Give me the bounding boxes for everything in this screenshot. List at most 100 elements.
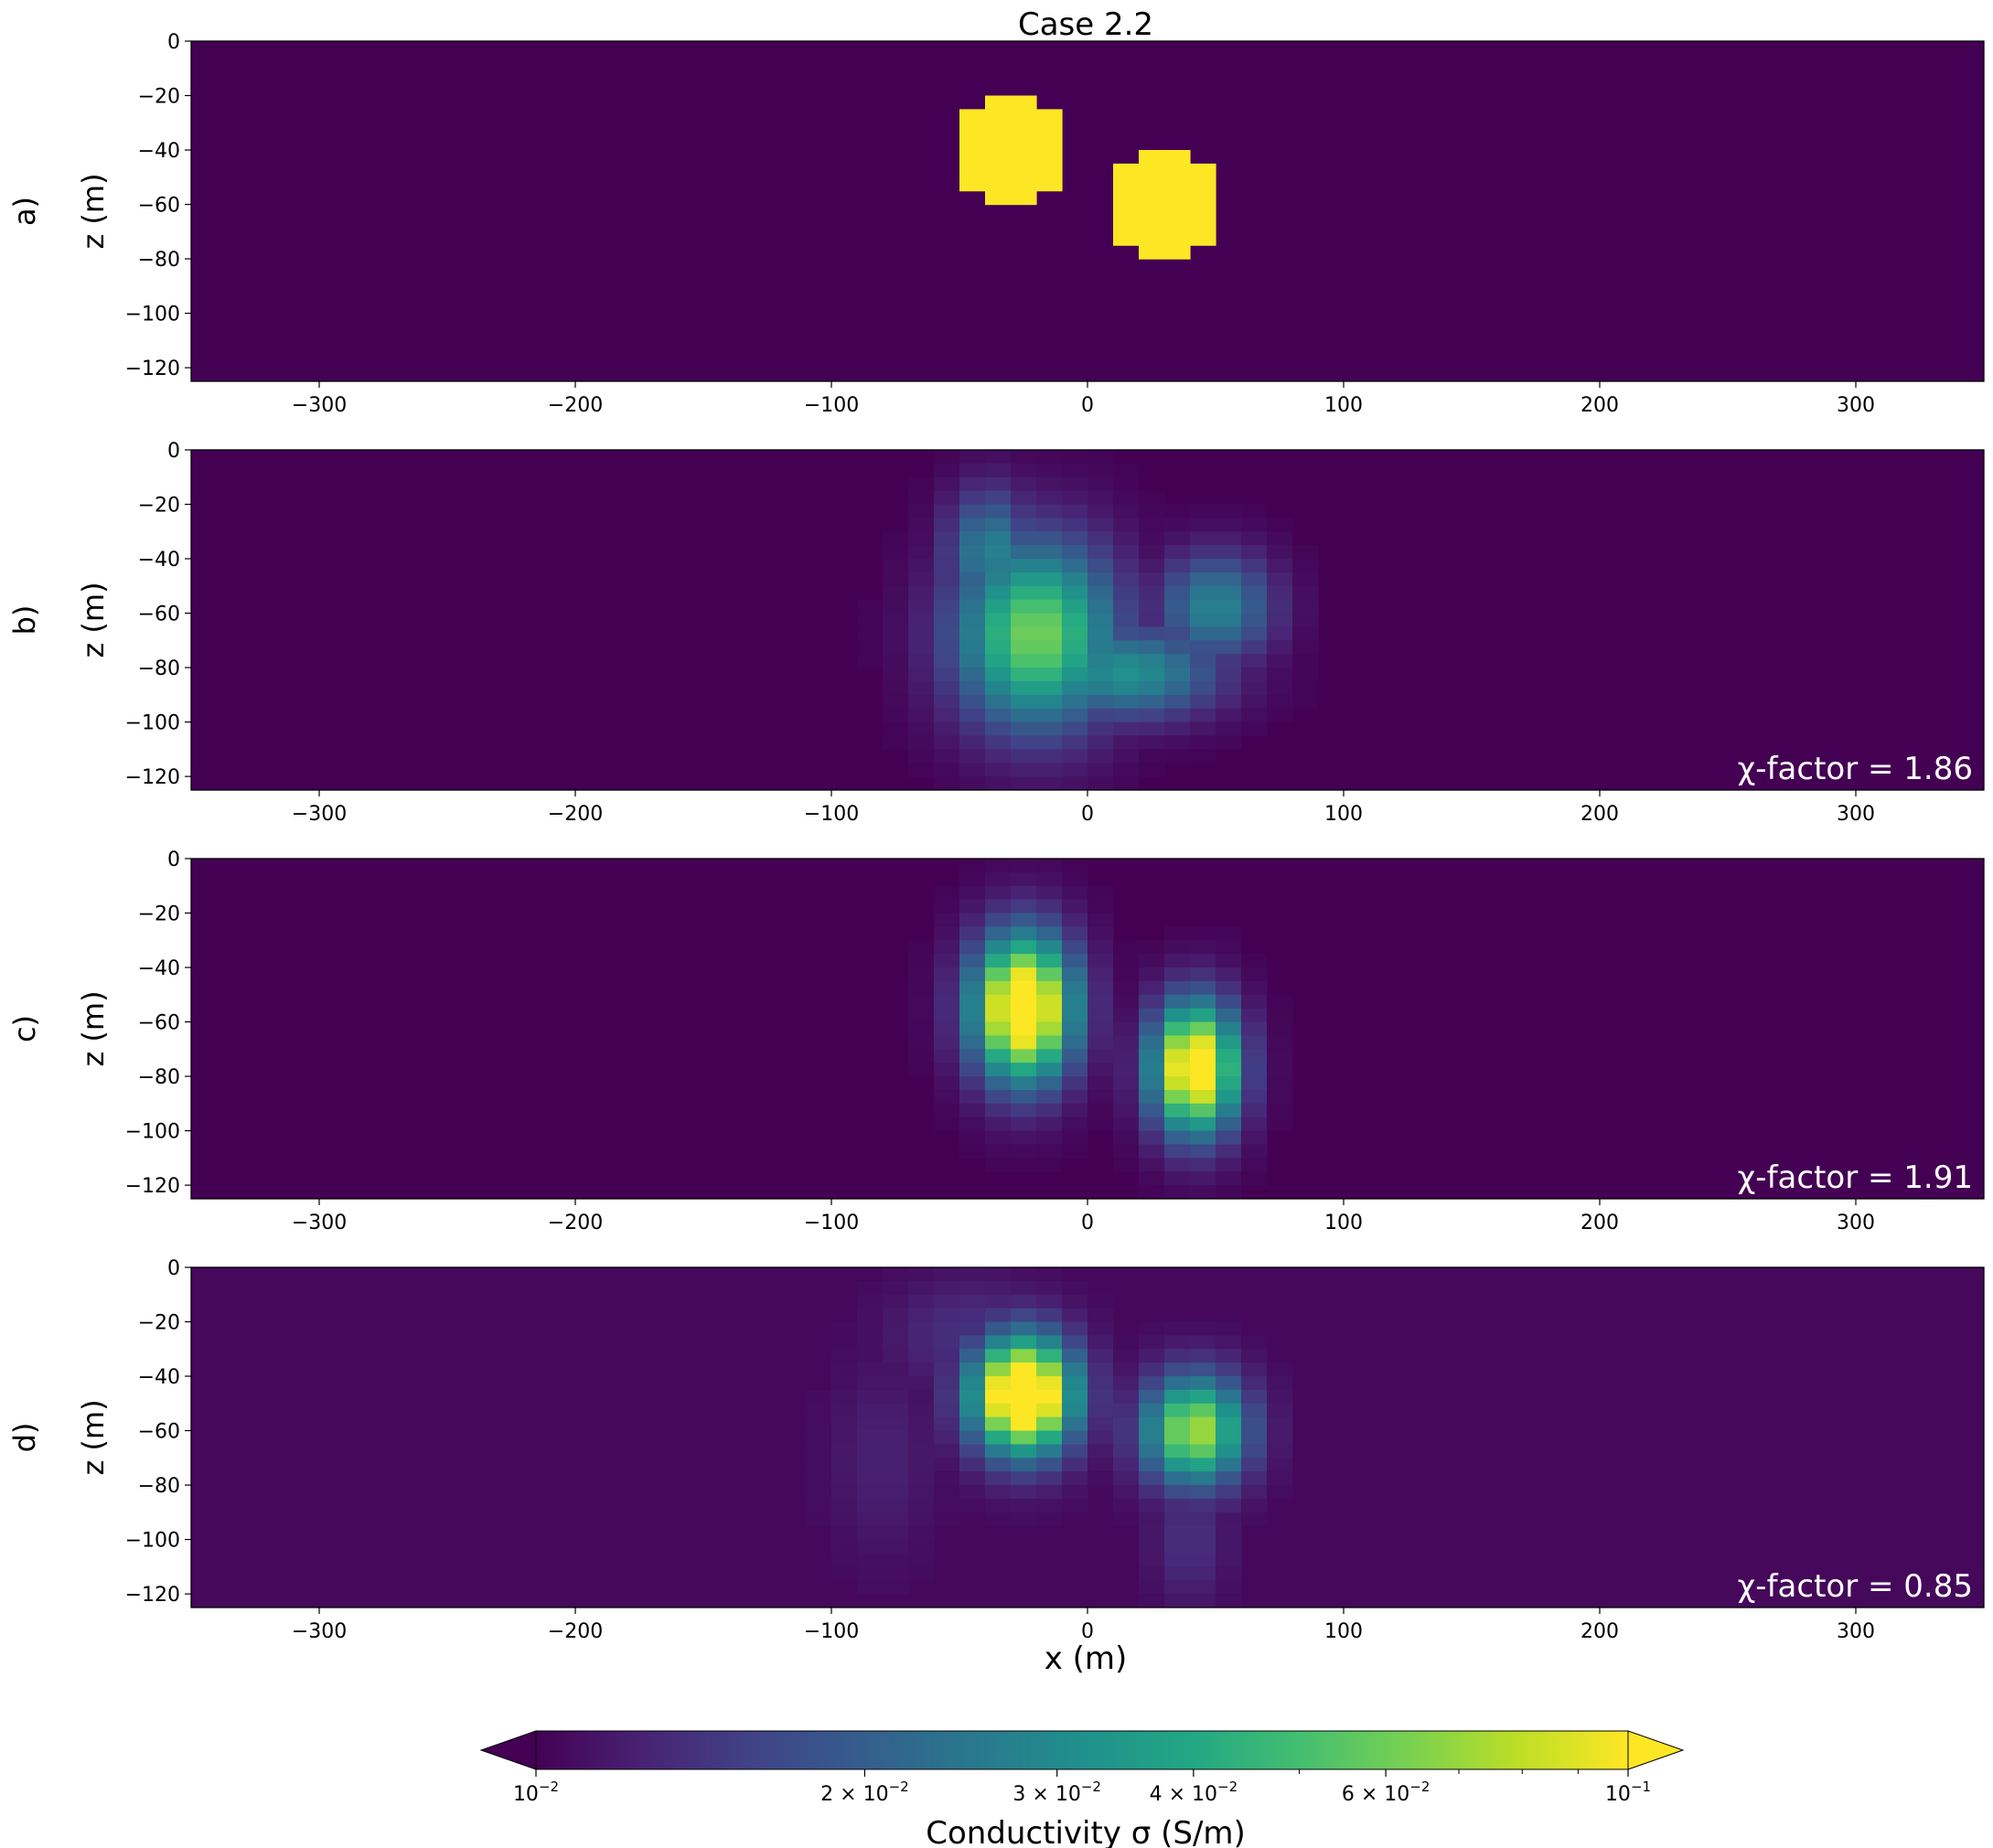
heatmap-cell [1267,1035,1293,1050]
heatmap-cell [1216,626,1242,641]
heatmap [191,41,1984,381]
heatmap-cell [1216,640,1242,655]
heatmap-cell [934,1335,960,1350]
heatmap-cell [1062,1389,1088,1405]
heatmap-cell [1267,1089,1293,1105]
heatmap-cell [1190,1049,1216,1063]
heatmap-cell [985,463,1012,478]
colorbar-extend-low [479,1730,537,1770]
heatmap-cell [1139,1444,1165,1458]
heatmap-cell [1164,1035,1191,1050]
heatmap-cell [1241,1403,1268,1418]
heatmap-cell [908,1403,935,1418]
heatmap-cell [1088,1321,1114,1336]
x-tick-label: −300 [292,1620,347,1643]
colorbar-label: Conductivity σ (S/m) [926,1815,1246,1848]
heatmap-cell [1139,1416,1165,1432]
heatmap-cell [959,109,986,123]
heatmap-cell [908,1008,935,1023]
y-tick-label: −20 [138,86,180,109]
heatmap-cell [985,1430,1012,1446]
heatmap-cell [959,1471,986,1486]
heatmap-cell [1164,1008,1191,1023]
heatmap-cell [1036,694,1063,710]
heatmap-cell [1113,176,1140,192]
heatmap-cell [1113,980,1140,996]
heatmap-cell [959,450,986,465]
heatmap-cell [1267,1103,1293,1118]
panel-b: −300 −200 −100 0 100 200 300 0 −20 −40 −60 −80 −100 −… [7,440,1985,826]
heatmap-cell [1113,1512,1140,1527]
heatmap-cell [1190,1185,1216,1199]
heatmap-cell [908,1389,935,1405]
heatmap-cell [1241,545,1268,560]
x-tick-label: 300 [1837,1620,1875,1643]
heatmap-cell [1011,1267,1037,1282]
heatmap-cell [1267,680,1293,696]
heatmap-cell [934,585,960,601]
heatmap-cell [934,1485,960,1500]
heatmap-cell [1062,1035,1088,1050]
heatmap-cell [934,1458,960,1472]
heatmap-cell [1062,1103,1088,1118]
heatmap-cell [1062,626,1088,641]
heatmap-cell [883,1553,909,1567]
heatmap-cell [959,763,986,777]
heatmap-cell [806,1458,832,1472]
heatmap-cell [1088,1008,1114,1023]
heatmap-cell [1036,571,1063,587]
heatmap-cell [959,708,986,723]
heatmap-cell [1088,571,1114,587]
heatmap-cell [1011,1116,1037,1132]
heatmap-cell [1190,1485,1216,1500]
heatmap-cell [1062,967,1088,982]
heatmap-cell [1036,1130,1063,1146]
heatmap-cell [1139,1144,1165,1159]
heatmap-cell [985,585,1012,601]
heatmap-cell [1011,599,1037,614]
panel-label: b) [7,605,42,636]
heatmap-cell [831,1362,858,1377]
heatmap-cell [1164,654,1191,668]
heatmap-cell [1113,1116,1140,1132]
heatmap-cell [985,1294,1012,1309]
heatmap-cell [1241,1498,1268,1513]
heatmap-cell [985,1321,1012,1336]
heatmap-cell [1139,545,1165,560]
heatmap-cell [1164,1471,1191,1486]
heatmap-cell [1139,218,1165,232]
x-tick-label: −200 [548,394,603,417]
heatmap-cell [1190,1103,1216,1118]
heatmap-cell [1062,1076,1088,1091]
heatmap-cell [1139,735,1165,750]
heatmap-cell [1113,1008,1140,1023]
heatmap-cell [883,626,909,641]
heatmap-cell [1036,1349,1063,1363]
heatmap-cell [1011,585,1037,601]
y-tick-label: −100 [125,1121,180,1144]
heatmap-cell [1036,749,1063,764]
heatmap-cell [959,1280,986,1296]
heatmap-cell [1164,231,1191,246]
heatmap-cell [1190,1076,1216,1091]
colorbar-tick-label: 6 × 10−2 [1342,1779,1430,1806]
heatmap-cell [1241,1130,1268,1146]
heatmap-cell [1011,1389,1037,1405]
heatmap-cell [1011,559,1037,573]
heatmap-cell [1062,680,1088,696]
heatmap-cell [1190,1403,1216,1418]
heatmap-cell [1036,763,1063,777]
heatmap-cell [908,599,935,614]
heatmap-cell [1011,1471,1037,1486]
heatmap-cell [806,1430,832,1446]
heatmap-cell [959,150,986,165]
heatmap-cell [1036,1512,1063,1527]
heatmap-cell [934,463,960,478]
heatmap-cell [1113,1049,1140,1063]
heatmap-cell [1113,1444,1140,1458]
x-tick-label: 100 [1324,1212,1363,1234]
heatmap-cell [857,1389,884,1405]
heatmap-cell [1139,1485,1165,1500]
heatmap-cell [908,668,935,682]
heatmap-cell [1139,204,1165,219]
